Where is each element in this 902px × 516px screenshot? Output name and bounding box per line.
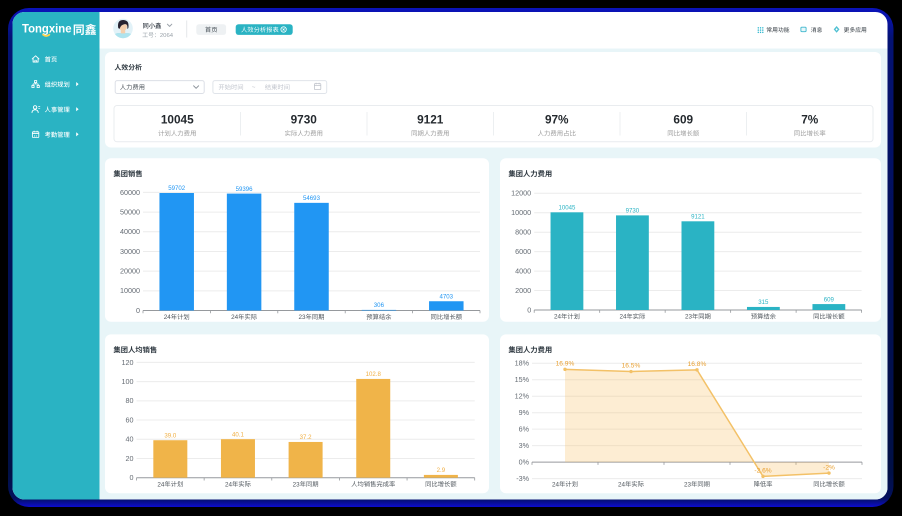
svg-text:0: 0 [136, 306, 140, 315]
svg-text:0%: 0% [519, 458, 530, 467]
svg-text:6000: 6000 [515, 247, 531, 256]
svg-text:59396: 59396 [236, 186, 254, 193]
svg-text:4703: 4703 [440, 293, 454, 300]
svg-text:50000: 50000 [120, 207, 140, 216]
svg-text:37.2: 37.2 [300, 434, 312, 441]
svg-text:100: 100 [121, 377, 133, 386]
svg-text:0: 0 [130, 473, 134, 482]
svg-text:60000: 60000 [120, 188, 140, 197]
svg-text:20: 20 [125, 454, 133, 463]
svg-text:39.0: 39.0 [164, 432, 176, 439]
svg-text:9121: 9121 [691, 214, 705, 221]
svg-text:102.8: 102.8 [366, 371, 382, 378]
svg-text:24: 24 [164, 314, 172, 321]
svg-text:120: 120 [121, 358, 133, 367]
svg-text:-3%: -3% [516, 474, 529, 483]
svg-text:Tongxine: Tongxine [22, 23, 72, 36]
svg-text:40: 40 [125, 435, 133, 444]
svg-text:315: 315 [758, 299, 769, 306]
svg-text:~: ~ [252, 84, 256, 91]
svg-text:3%: 3% [519, 441, 530, 450]
svg-text:2000: 2000 [515, 286, 531, 295]
svg-text:8000: 8000 [515, 228, 531, 237]
svg-text:18%: 18% [515, 359, 530, 368]
svg-text:24: 24 [552, 481, 560, 488]
svg-text:6%: 6% [519, 425, 530, 434]
svg-text:9%: 9% [519, 408, 530, 417]
svg-text:306: 306 [374, 302, 385, 309]
svg-text:54693: 54693 [303, 195, 321, 202]
svg-text:12%: 12% [515, 392, 530, 401]
svg-text:23: 23 [299, 314, 307, 321]
svg-text:16.5%: 16.5% [622, 363, 641, 370]
svg-text:59702: 59702 [168, 185, 186, 192]
svg-text:40000: 40000 [120, 227, 140, 236]
svg-text:16.8%: 16.8% [688, 361, 707, 368]
svg-text:12000: 12000 [511, 189, 531, 198]
svg-text:609: 609 [824, 296, 835, 303]
svg-text:24: 24 [231, 314, 239, 321]
svg-text:10000: 10000 [511, 208, 531, 217]
svg-text:24: 24 [225, 481, 233, 488]
svg-text:15%: 15% [515, 375, 530, 384]
svg-text:23: 23 [685, 314, 693, 321]
svg-text:23: 23 [684, 481, 692, 488]
svg-text:97%: 97% [545, 113, 569, 127]
svg-text:24: 24 [619, 314, 627, 321]
svg-text:7%: 7% [801, 113, 819, 127]
svg-text:80: 80 [125, 396, 133, 405]
svg-text:-2%: -2% [823, 464, 835, 471]
svg-text:40.1: 40.1 [232, 431, 244, 438]
svg-text:23: 23 [293, 481, 301, 488]
svg-text:9730: 9730 [626, 208, 640, 215]
svg-text:10000: 10000 [120, 286, 140, 295]
svg-text:24: 24 [618, 481, 626, 488]
svg-text:20000: 20000 [120, 267, 140, 276]
svg-text:9121: 9121 [417, 113, 444, 127]
svg-text:4000: 4000 [515, 267, 531, 276]
svg-text:10045: 10045 [161, 113, 194, 127]
svg-text:24: 24 [157, 481, 165, 488]
svg-text:24: 24 [554, 314, 562, 321]
svg-text:2064: 2064 [160, 33, 174, 39]
svg-text:9730: 9730 [291, 113, 318, 127]
svg-text:30000: 30000 [120, 247, 140, 256]
svg-text:0: 0 [527, 305, 531, 314]
svg-text:16.9%: 16.9% [556, 361, 575, 368]
svg-text:2.9: 2.9 [437, 467, 446, 474]
svg-text:60: 60 [125, 415, 133, 424]
svg-text:10045: 10045 [558, 205, 576, 212]
svg-text:-2.6%: -2.6% [754, 468, 771, 475]
svg-text:609: 609 [673, 113, 693, 127]
